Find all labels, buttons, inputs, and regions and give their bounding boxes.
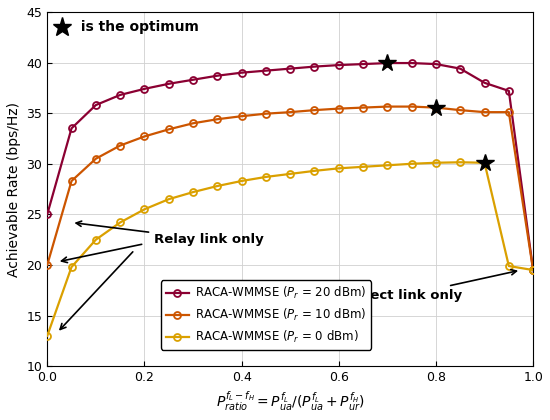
- RACA-WMMSE ($P_r$ = 0 dBm): [433, 160, 439, 165]
- Y-axis label: Achievable Rate (bps/Hz): Achievable Rate (bps/Hz): [7, 102, 21, 277]
- RACA-WMMSE ($P_r$ = 20 dBm): [336, 63, 342, 68]
- RACA-WMMSE ($P_r$ = 20 dBm): [238, 70, 245, 75]
- RACA-WMMSE ($P_r$ = 0 dBm): [117, 220, 123, 225]
- Line: RACA-WMMSE ($P_r$ = 10 dBm): RACA-WMMSE ($P_r$ = 10 dBm): [44, 103, 537, 273]
- RACA-WMMSE ($P_r$ = 10 dBm): [336, 106, 342, 111]
- RACA-WMMSE ($P_r$ = 20 dBm): [433, 62, 439, 67]
- RACA-WMMSE ($P_r$ = 20 dBm): [214, 73, 221, 78]
- RACA-WMMSE ($P_r$ = 20 dBm): [44, 212, 51, 217]
- RACA-WMMSE ($P_r$ = 0 dBm): [457, 160, 464, 165]
- RACA-WMMSE ($P_r$ = 10 dBm): [44, 262, 51, 268]
- RACA-WMMSE ($P_r$ = 10 dBm): [68, 178, 75, 184]
- RACA-WMMSE ($P_r$ = 10 dBm): [481, 110, 488, 115]
- RACA-WMMSE ($P_r$ = 20 dBm): [141, 87, 148, 92]
- Legend: RACA-WMMSE ($P_r$ = 20 dBm), RACA-WMMSE ($P_r$ = 10 dBm), RACA-WMMSE ($P_r$ = 0 : RACA-WMMSE ($P_r$ = 20 dBm), RACA-WMMSE …: [161, 280, 371, 350]
- RACA-WMMSE ($P_r$ = 20 dBm): [457, 66, 464, 71]
- RACA-WMMSE ($P_r$ = 0 dBm): [44, 333, 51, 339]
- RACA-WMMSE ($P_r$ = 20 dBm): [287, 66, 294, 71]
- RACA-WMMSE ($P_r$ = 10 dBm): [457, 108, 464, 113]
- RACA-WMMSE ($P_r$ = 20 dBm): [384, 60, 390, 66]
- RACA-WMMSE ($P_r$ = 0 dBm): [92, 237, 99, 242]
- Text: Direct link only: Direct link only: [349, 270, 516, 302]
- RACA-WMMSE ($P_r$ = 0 dBm): [214, 184, 221, 189]
- RACA-WMMSE ($P_r$ = 0 dBm): [141, 207, 148, 212]
- RACA-WMMSE ($P_r$ = 20 dBm): [92, 102, 99, 108]
- Text: is the optimum: is the optimum: [76, 20, 199, 34]
- RACA-WMMSE ($P_r$ = 10 dBm): [311, 108, 318, 113]
- RACA-WMMSE ($P_r$ = 10 dBm): [92, 156, 99, 161]
- RACA-WMMSE ($P_r$ = 10 dBm): [530, 268, 536, 273]
- RACA-WMMSE ($P_r$ = 10 dBm): [238, 114, 245, 119]
- Text: Relay link only: Relay link only: [76, 221, 264, 246]
- RACA-WMMSE ($P_r$ = 20 dBm): [190, 77, 196, 82]
- RACA-WMMSE ($P_r$ = 20 dBm): [311, 64, 318, 69]
- RACA-WMMSE ($P_r$ = 10 dBm): [214, 117, 221, 122]
- RACA-WMMSE ($P_r$ = 20 dBm): [408, 60, 415, 66]
- RACA-WMMSE ($P_r$ = 20 dBm): [530, 268, 536, 273]
- RACA-WMMSE ($P_r$ = 0 dBm): [481, 160, 488, 165]
- RACA-WMMSE ($P_r$ = 0 dBm): [384, 163, 390, 168]
- RACA-WMMSE ($P_r$ = 10 dBm): [117, 143, 123, 148]
- RACA-WMMSE ($P_r$ = 0 dBm): [287, 171, 294, 176]
- RACA-WMMSE ($P_r$ = 20 dBm): [505, 88, 512, 93]
- RACA-WMMSE ($P_r$ = 20 dBm): [360, 62, 366, 67]
- RACA-WMMSE ($P_r$ = 0 dBm): [262, 174, 269, 179]
- RACA-WMMSE ($P_r$ = 0 dBm): [311, 168, 318, 173]
- RACA-WMMSE ($P_r$ = 0 dBm): [336, 166, 342, 171]
- RACA-WMMSE ($P_r$ = 0 dBm): [408, 161, 415, 166]
- RACA-WMMSE ($P_r$ = 10 dBm): [505, 110, 512, 115]
- RACA-WMMSE ($P_r$ = 10 dBm): [141, 134, 148, 139]
- RACA-WMMSE ($P_r$ = 0 dBm): [238, 178, 245, 184]
- X-axis label: $P_{ratio}^{f_L-f_H} = P_{ua}^{f_L}/(P_{ua}^{f_L} + P_{ur}^{f_H})$: $P_{ratio}^{f_L-f_H} = P_{ua}^{f_L}/(P_{…: [216, 390, 365, 413]
- RACA-WMMSE ($P_r$ = 20 dBm): [262, 68, 269, 73]
- RACA-WMMSE ($P_r$ = 10 dBm): [360, 105, 366, 110]
- RACA-WMMSE ($P_r$ = 0 dBm): [166, 197, 172, 202]
- Line: RACA-WMMSE ($P_r$ = 20 dBm): RACA-WMMSE ($P_r$ = 20 dBm): [44, 60, 537, 273]
- RACA-WMMSE ($P_r$ = 10 dBm): [408, 104, 415, 109]
- RACA-WMMSE ($P_r$ = 0 dBm): [190, 189, 196, 194]
- RACA-WMMSE ($P_r$ = 0 dBm): [68, 265, 75, 270]
- RACA-WMMSE ($P_r$ = 0 dBm): [530, 268, 536, 273]
- RACA-WMMSE ($P_r$ = 20 dBm): [117, 92, 123, 97]
- Line: RACA-WMMSE ($P_r$ = 0 dBm): RACA-WMMSE ($P_r$ = 0 dBm): [44, 159, 537, 339]
- RACA-WMMSE ($P_r$ = 10 dBm): [262, 111, 269, 116]
- RACA-WMMSE ($P_r$ = 20 dBm): [166, 81, 172, 87]
- RACA-WMMSE ($P_r$ = 10 dBm): [384, 104, 390, 109]
- RACA-WMMSE ($P_r$ = 0 dBm): [360, 164, 366, 169]
- RACA-WMMSE ($P_r$ = 10 dBm): [166, 127, 172, 132]
- RACA-WMMSE ($P_r$ = 10 dBm): [190, 121, 196, 126]
- RACA-WMMSE ($P_r$ = 10 dBm): [287, 110, 294, 115]
- RACA-WMMSE ($P_r$ = 0 dBm): [505, 263, 512, 268]
- RACA-WMMSE ($P_r$ = 20 dBm): [68, 126, 75, 131]
- RACA-WMMSE ($P_r$ = 20 dBm): [481, 80, 488, 85]
- RACA-WMMSE ($P_r$ = 10 dBm): [433, 105, 439, 110]
